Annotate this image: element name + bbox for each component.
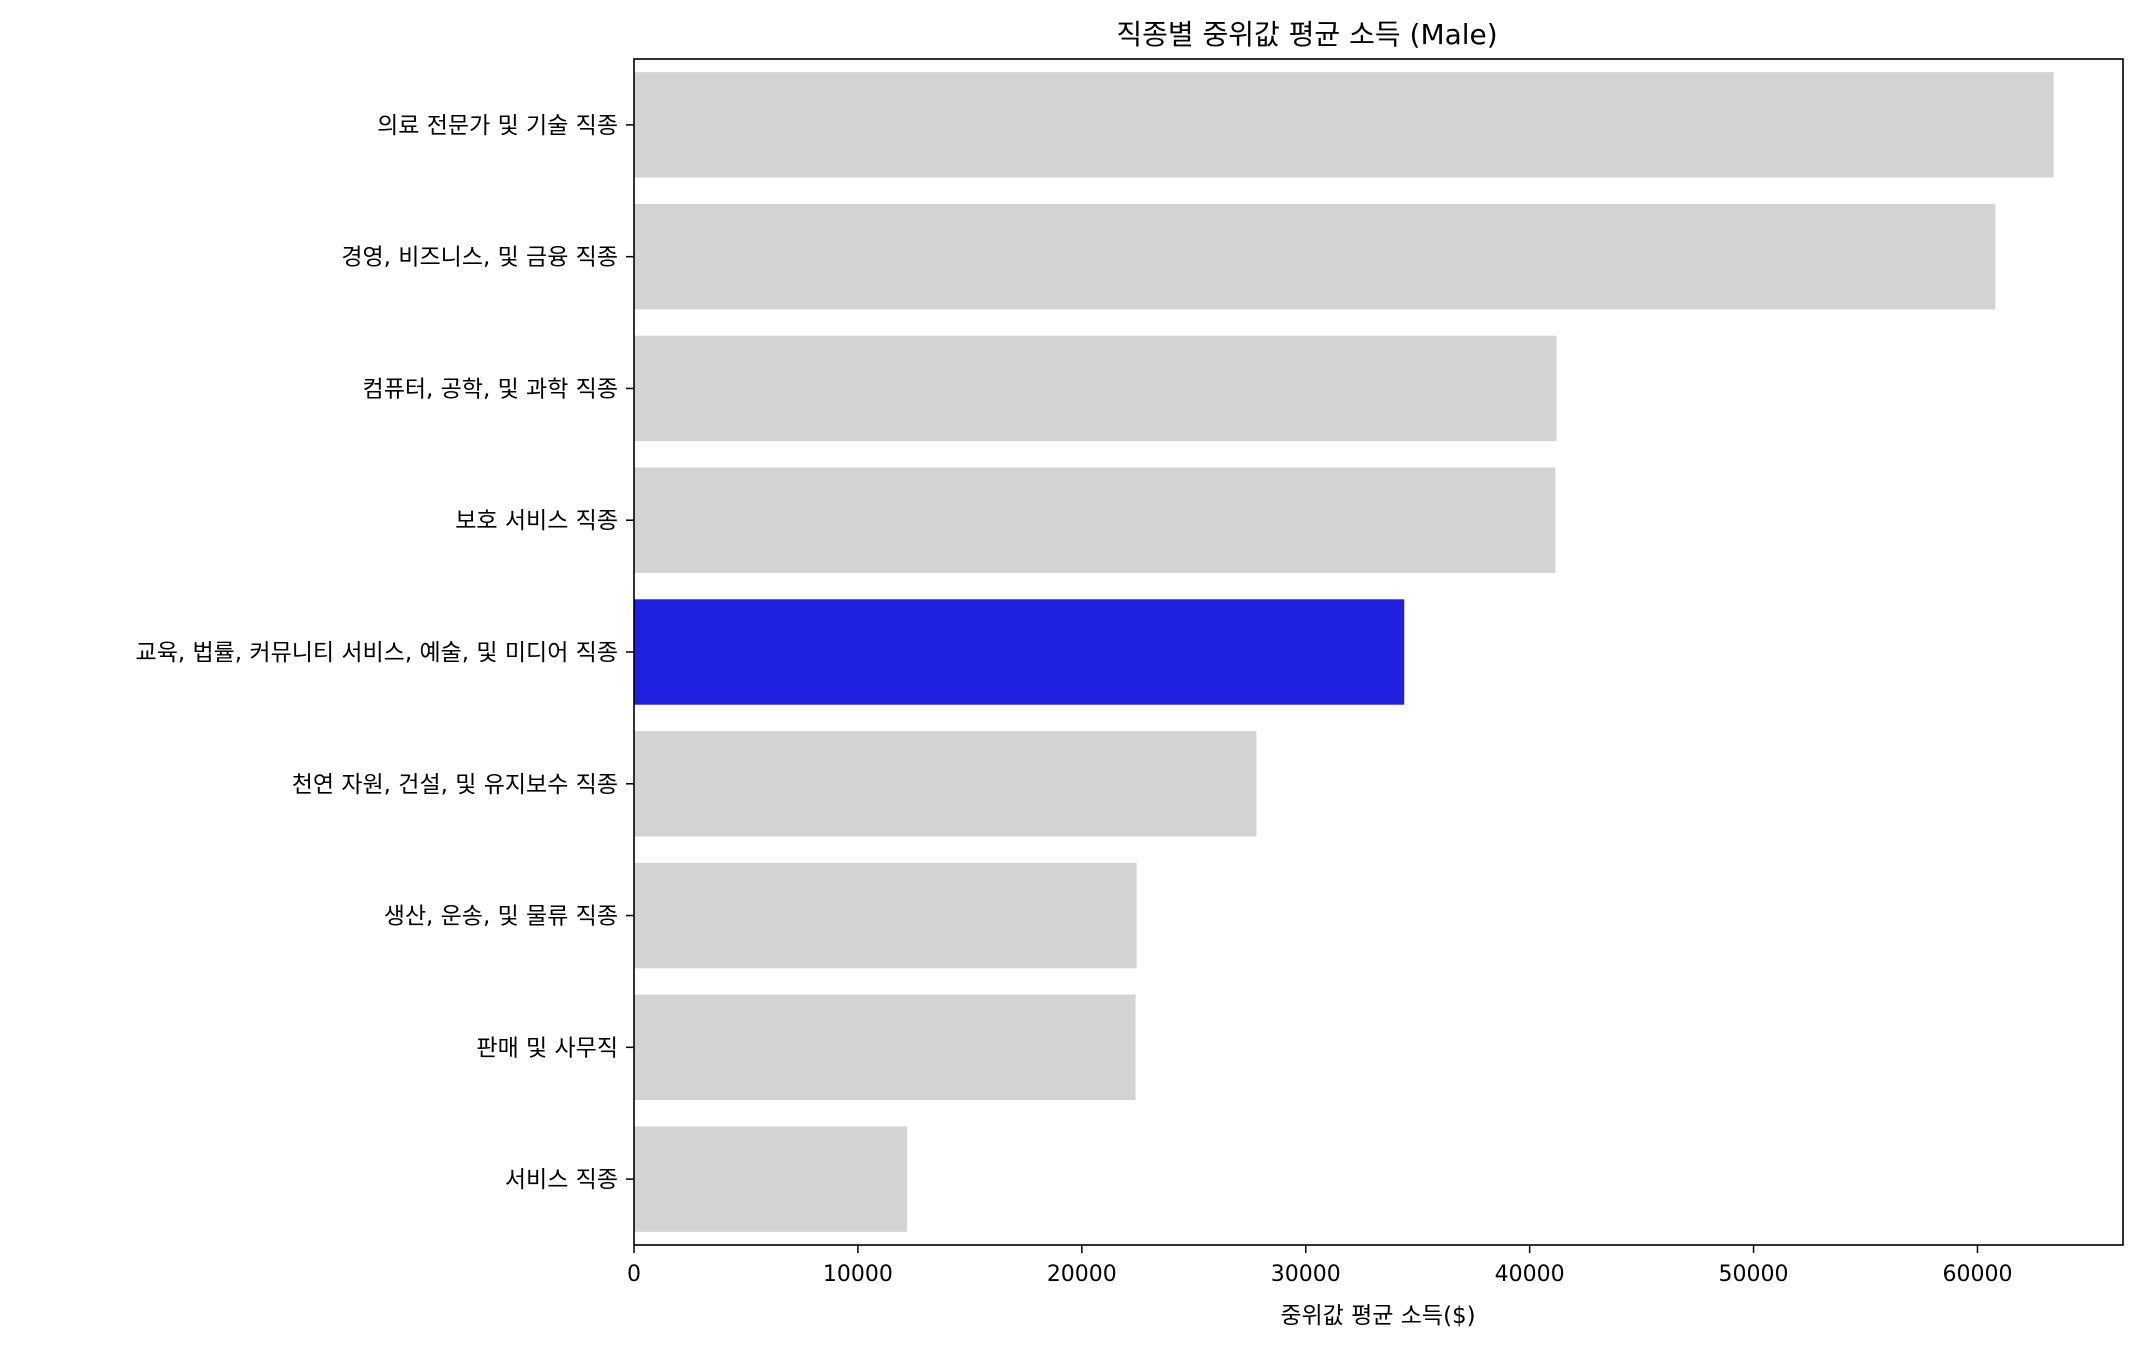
bar-0 (634, 72, 2054, 178)
x-tick-label-3: 30000 (1271, 1262, 1341, 1287)
bar-5 (634, 731, 1257, 837)
y-tick-label-5: 천연 자원, 건설, 및 유지보수 직종 (292, 772, 618, 798)
plot-frame (633, 58, 2124, 1246)
y-tick-label-1: 경영, 비즈니스, 및 금융 직종 (341, 245, 618, 271)
y-tick-label-4: 교육, 법률, 커뮤니티 서비스, 예술, 및 미디어 직종 (136, 640, 618, 666)
chart-title: 직종별 중위값 평균 소득 (Male) (1116, 18, 1497, 51)
y-tick-label-7: 판매 및 사무직 (476, 1035, 618, 1061)
x-axis-label: 중위값 평균 소득($) (1280, 1303, 1475, 1329)
bar-7 (634, 994, 1136, 1101)
y-tick-label-3: 보호 서비스 직종 (455, 508, 618, 534)
y-tick-label-0: 의료 전문가 및 기술 직종 (377, 113, 618, 139)
y-tick-label-2: 컴퓨터, 공학, 및 과학 직종 (363, 376, 618, 402)
bar-6 (634, 862, 1137, 969)
x-tick-label-6: 60000 (1942, 1262, 2012, 1287)
y-tick-label-6: 생산, 운송, 및 물류 직종 (384, 904, 618, 930)
bar-1 (634, 203, 1996, 310)
x-tick-label-5: 50000 (1719, 1262, 1789, 1287)
x-tick-label-2: 20000 (1047, 1262, 1117, 1287)
x-axis-ticks: 0 10000 20000 30000 40000 50000 60000 (627, 1245, 2012, 1287)
bar-3 (634, 467, 1556, 573)
bar-8 (634, 1126, 908, 1232)
y-tick-label-8: 서비스 직종 (505, 1167, 618, 1193)
bar-2 (634, 335, 1557, 442)
x-tick-label-0: 0 (627, 1262, 641, 1287)
x-tick-label-4: 40000 (1495, 1262, 1565, 1287)
x-tick-label-1: 10000 (823, 1262, 893, 1287)
bar-4 (634, 599, 1405, 705)
bars-layer (634, 72, 2054, 1232)
